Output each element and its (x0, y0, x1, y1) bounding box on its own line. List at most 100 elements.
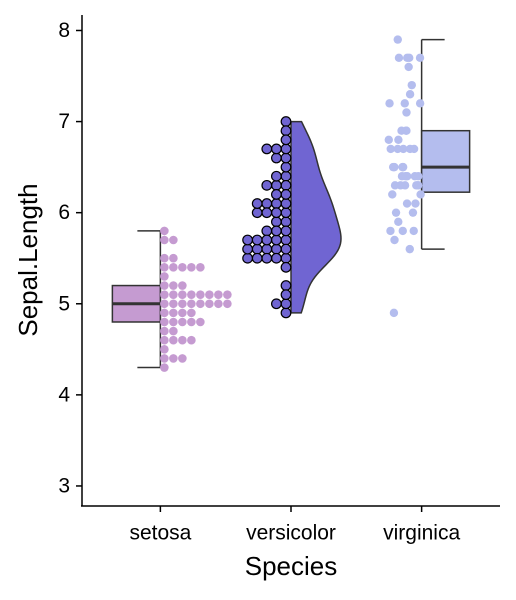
dot (280, 243, 292, 255)
y-tick-label: 8 (58, 19, 70, 42)
dot (160, 263, 169, 272)
dot (261, 179, 273, 191)
y-tick-label: 7 (58, 110, 70, 133)
dot (388, 162, 398, 172)
dot (271, 243, 282, 255)
dot (271, 216, 282, 228)
dot (400, 99, 409, 108)
dot (385, 99, 394, 108)
dot (404, 62, 413, 72)
dot (409, 144, 419, 154)
dot (414, 172, 423, 181)
dot (280, 189, 292, 200)
dot (271, 252, 282, 264)
dot (391, 208, 401, 217)
dot (160, 363, 169, 372)
dot (280, 225, 292, 237)
dot (160, 354, 169, 363)
dot (280, 116, 292, 127)
dot (160, 281, 169, 290)
x-tick-label: setosa (129, 522, 191, 545)
dot (261, 143, 273, 155)
dot (405, 90, 415, 99)
dot (187, 308, 196, 318)
dot (261, 198, 273, 209)
dot (280, 234, 292, 246)
dot (416, 190, 425, 199)
dot (271, 170, 282, 182)
dot (407, 80, 416, 90)
dot (280, 307, 292, 319)
dot (394, 135, 403, 144)
x-axis-title: Species (245, 551, 338, 581)
dot (261, 225, 273, 237)
dot (401, 172, 410, 181)
dot (214, 290, 223, 299)
dot (160, 235, 169, 245)
dot (223, 299, 232, 309)
dot (160, 326, 169, 336)
dot (280, 216, 292, 228)
dot (178, 308, 187, 318)
dot (242, 243, 254, 255)
dot (390, 181, 400, 190)
dot (408, 208, 418, 217)
dot (187, 299, 196, 309)
dot (280, 170, 292, 182)
dot (400, 181, 410, 190)
dot (271, 198, 282, 209)
dot (178, 263, 187, 272)
y-tick-label: 6 (58, 201, 70, 224)
dot (169, 235, 178, 245)
dot (271, 207, 282, 219)
dot (160, 308, 169, 318)
dot (280, 143, 292, 155)
dot (280, 289, 292, 301)
dot (242, 234, 254, 246)
dot (251, 198, 263, 209)
y-tick-label: 3 (58, 475, 70, 498)
dot (386, 144, 395, 154)
dot (160, 317, 169, 327)
dot (271, 152, 282, 164)
dot (271, 179, 282, 191)
dot (214, 299, 223, 309)
dot (251, 234, 263, 246)
dot (169, 263, 178, 272)
dot (196, 317, 205, 327)
dot (261, 252, 273, 264)
dot (196, 263, 205, 272)
dot (169, 299, 178, 309)
dot (386, 226, 395, 236)
dot (178, 299, 187, 309)
dot (384, 135, 393, 144)
dot (251, 243, 263, 255)
dot (169, 354, 178, 363)
dot (160, 335, 169, 345)
dot (413, 181, 423, 190)
dot (280, 161, 292, 173)
dot (261, 243, 273, 255)
dot (251, 207, 263, 219)
dot (280, 125, 292, 137)
dot (169, 317, 178, 327)
dot (280, 280, 292, 291)
dot (411, 199, 420, 208)
dot (398, 162, 407, 172)
dot (261, 207, 273, 219)
dot (280, 179, 292, 191)
dot (401, 126, 411, 135)
dot (402, 108, 411, 117)
dot (261, 234, 273, 246)
dot (280, 152, 292, 164)
dot (178, 281, 187, 290)
dot (405, 244, 414, 254)
dot (187, 335, 196, 345)
dot (393, 35, 402, 44)
dot (160, 272, 169, 281)
dot (169, 290, 178, 299)
dot (160, 290, 169, 299)
dot (251, 252, 263, 264)
dot (178, 354, 187, 363)
